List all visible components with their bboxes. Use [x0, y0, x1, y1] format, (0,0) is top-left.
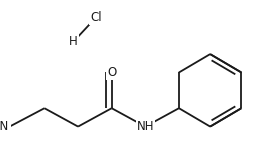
Text: H: H — [69, 35, 78, 48]
Text: H₂N: H₂N — [0, 120, 10, 133]
Text: O: O — [107, 66, 116, 79]
Text: NH: NH — [137, 120, 154, 133]
Text: Cl: Cl — [90, 11, 102, 24]
